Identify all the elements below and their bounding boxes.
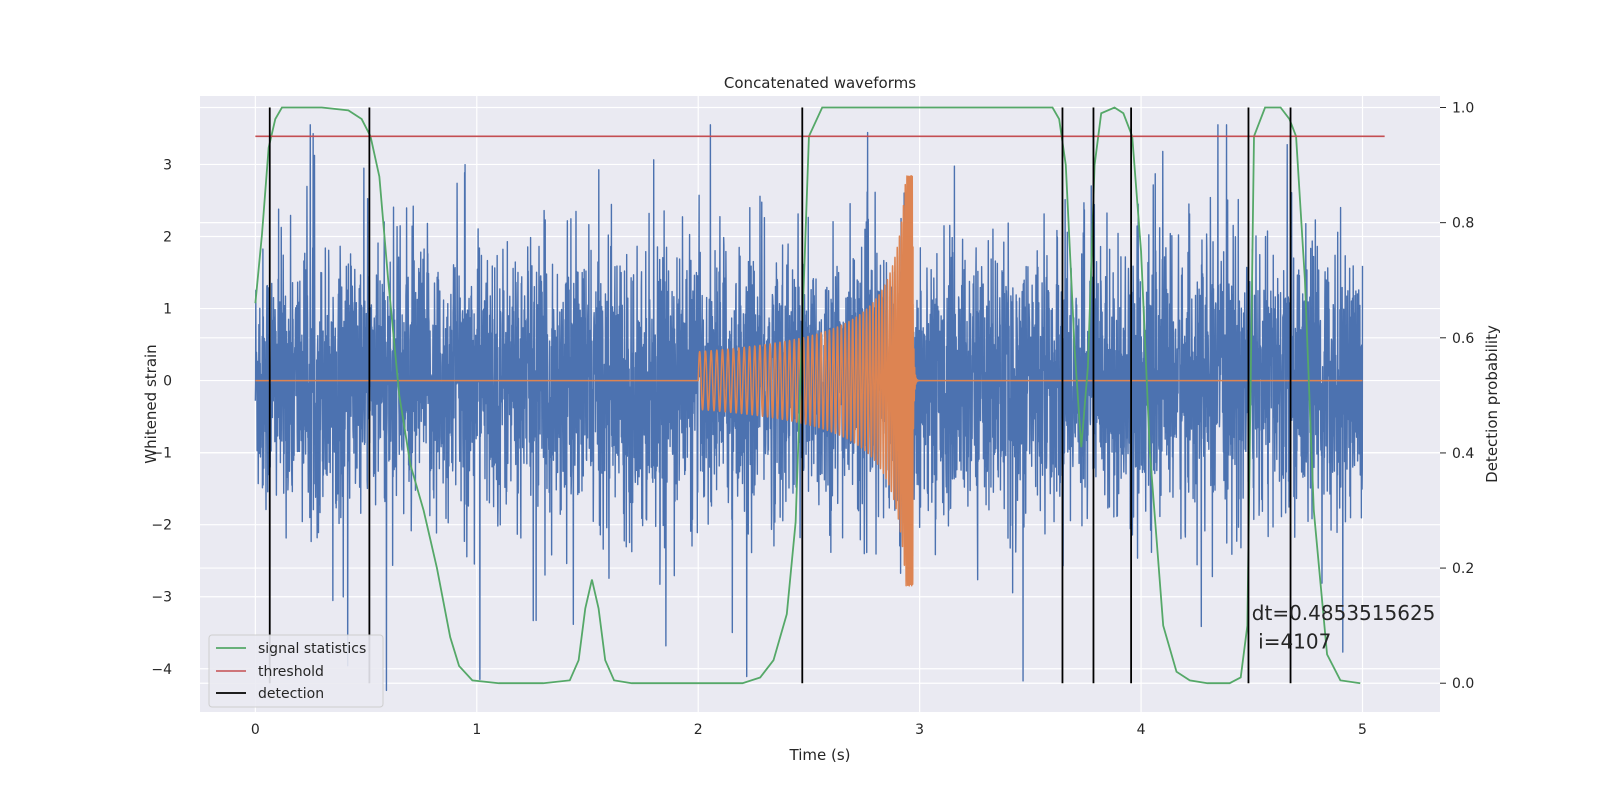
legend: signal statistics threshold detection bbox=[208, 634, 384, 708]
legend-box bbox=[208, 634, 384, 708]
axes: 0 1 2 3 4 5 −4 −3 −2 −1 0 1 2 3 0.0 0.2 0.4 0.6 0.8 1.0 bbox=[151, 101, 1474, 738]
y-tick-label-left: −2 bbox=[151, 518, 172, 534]
y-tick-label-right: 1.0 bbox=[1452, 101, 1474, 117]
legend-label-threshold: threshold bbox=[258, 664, 324, 680]
series-detection-lines bbox=[268, 107, 1292, 684]
y-tick-label-right: 0.8 bbox=[1452, 216, 1474, 232]
x-axis-label: Time (s) bbox=[789, 746, 851, 764]
y-tick-label-left: 3 bbox=[163, 157, 172, 173]
y-tick-label-left: −4 bbox=[151, 662, 172, 678]
data-layer bbox=[254, 106, 1385, 692]
x-tick-label: 3 bbox=[915, 722, 924, 738]
y-tick-label-left: −3 bbox=[151, 590, 172, 606]
legend-label-signal-statistics: signal statistics bbox=[258, 641, 366, 657]
legend-label-detection: detection bbox=[258, 686, 324, 702]
y-axis-label-left: Whitened strain bbox=[142, 344, 160, 463]
x-tick-label: 4 bbox=[1137, 722, 1146, 738]
y-tick-label-left: −1 bbox=[151, 446, 172, 462]
x-tick-label: 1 bbox=[472, 722, 481, 738]
y-tick-label-right: 0.2 bbox=[1452, 561, 1474, 577]
annotation-dt: dt=0.4853515625 bbox=[1252, 601, 1436, 625]
series-chirp-line bbox=[255, 175, 1363, 587]
annotation-index: i=4107 bbox=[1252, 630, 1332, 654]
y-tick-label-right: 0.6 bbox=[1452, 331, 1474, 347]
y-tick-label-left: 2 bbox=[163, 229, 172, 245]
y-tick-label-left: 1 bbox=[163, 302, 172, 318]
y-tick-label-right: 0.4 bbox=[1452, 446, 1474, 462]
x-tick-label: 2 bbox=[694, 722, 703, 738]
x-tick-label: 0 bbox=[251, 722, 260, 738]
x-tick-label: 5 bbox=[1358, 722, 1367, 738]
y-tick-label-left: 0 bbox=[163, 374, 172, 390]
chart-title: Concatenated waveforms bbox=[724, 74, 916, 92]
y-axis-label-right: Detection probability bbox=[1483, 325, 1501, 483]
y-tick-label-right: 0.0 bbox=[1452, 676, 1474, 692]
